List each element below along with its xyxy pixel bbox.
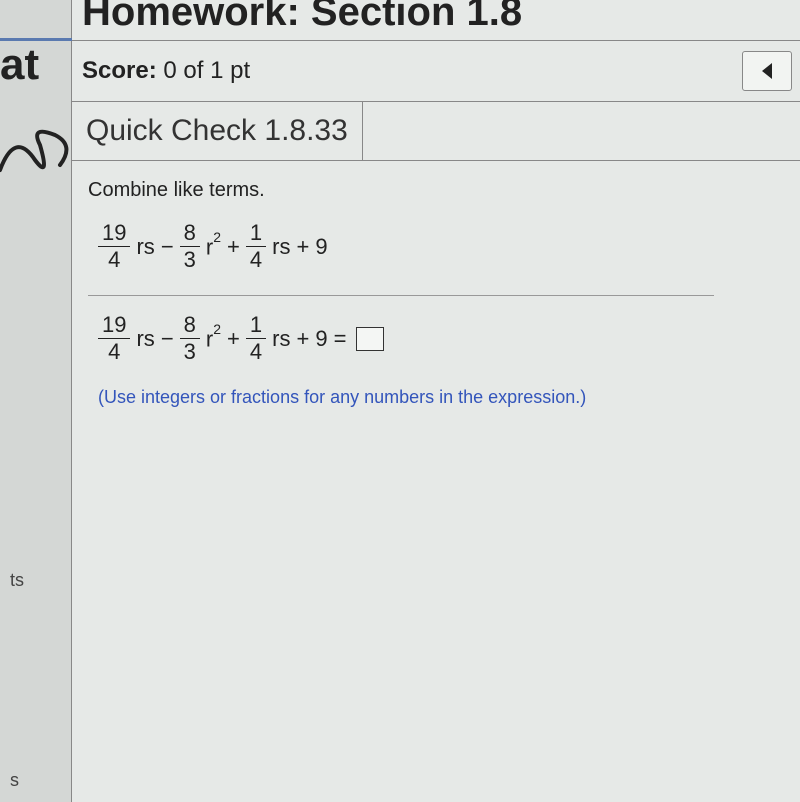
question-header-row: Quick Check 1.8.33 xyxy=(72,102,800,161)
assignment-title: Homework: Section 1.8 xyxy=(82,0,790,32)
content-divider xyxy=(88,295,714,296)
op-plus-2b: + xyxy=(296,326,309,352)
previous-button[interactable] xyxy=(742,51,792,91)
expression-display: 19 4 rs − 8 3 r2 + 1 4 rs + 9 xyxy=(88,222,784,271)
term3-var: rs xyxy=(272,234,290,260)
score-row: Score: 0 of 1 pt xyxy=(72,41,800,102)
instruction-text: Combine like terms. xyxy=(88,179,784,202)
answer-input[interactable] xyxy=(356,327,384,351)
triangle-left-icon xyxy=(760,62,774,80)
equals-sign: = xyxy=(334,326,347,352)
fraction-1: 19 4 xyxy=(98,222,130,271)
op-plus-1: + xyxy=(227,234,240,260)
constant-b: 9 xyxy=(315,326,327,352)
answer-expression: 19 4 rs − 8 3 r2 + 1 4 rs + 9 = xyxy=(88,314,784,363)
op-plus-1b: + xyxy=(227,326,240,352)
score-value: 0 of 1 pt xyxy=(163,57,250,84)
fraction-2b: 8 3 xyxy=(180,314,200,363)
fraction-2: 8 3 xyxy=(180,222,200,271)
score-text: Score: 0 of 1 pt xyxy=(82,57,250,85)
score-label: Score: xyxy=(82,57,157,84)
question-content: Combine like terms. 19 4 rs − 8 3 r2 + 1… xyxy=(72,161,800,426)
term2b: r2 xyxy=(206,325,221,352)
constant: 9 xyxy=(315,234,327,260)
term1-var: rs xyxy=(136,234,154,260)
fraction-3: 1 4 xyxy=(246,222,266,271)
title-bar: Homework: Section 1.8 xyxy=(72,0,800,41)
partial-text-ts: ts xyxy=(10,570,24,591)
term2: r2 xyxy=(206,233,221,260)
fraction-1b: 19 4 xyxy=(98,314,130,363)
partial-text-s: s xyxy=(10,770,19,791)
op-minus: − xyxy=(161,234,174,260)
main-panel: Homework: Section 1.8 Score: 0 of 1 pt Q… xyxy=(72,0,800,802)
question-id-label: Quick Check 1.8.33 xyxy=(72,102,363,160)
term3b-var: rs xyxy=(272,326,290,352)
left-sidebar-fragment: at ts s xyxy=(0,0,72,802)
partial-text-at: at xyxy=(0,40,39,90)
op-plus-2: + xyxy=(296,234,309,260)
op-minus-b: − xyxy=(161,326,174,352)
fraction-3b: 1 4 xyxy=(246,314,266,363)
logo-scribble-icon xyxy=(0,120,80,190)
term1b-var: rs xyxy=(136,326,154,352)
answer-hint: (Use integers or fractions for any numbe… xyxy=(88,387,784,408)
